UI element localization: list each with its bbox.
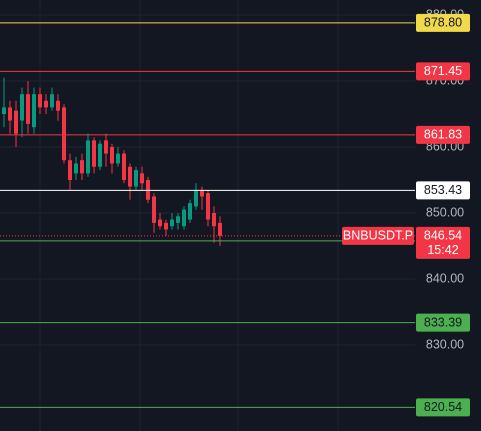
candle-body	[218, 222, 222, 236]
candle-body	[128, 166, 132, 187]
candle-body	[86, 140, 90, 174]
candle-body	[104, 140, 108, 154]
candle-body	[182, 209, 186, 227]
candle-body	[2, 107, 6, 114]
candle-body	[44, 100, 48, 108]
price-label: 853.43	[424, 183, 462, 197]
candle-body	[92, 140, 96, 167]
candle-body	[74, 163, 78, 174]
candle-body	[38, 94, 42, 108]
candle-body	[200, 189, 204, 197]
current-price-label: 846.54	[424, 229, 462, 243]
candle-body	[32, 94, 36, 128]
candle-body	[194, 189, 198, 207]
price-label: 861.83	[424, 128, 462, 142]
candle-body	[122, 153, 126, 180]
candle-body	[158, 219, 162, 227]
price-label: 878.80	[424, 16, 462, 30]
price-label-box	[416, 125, 470, 144]
price-label: 820.54	[424, 400, 462, 414]
y-tick-label: 840.00	[426, 271, 464, 285]
y-tick-label: 850.00	[426, 205, 464, 219]
candle-body	[26, 94, 30, 124]
candle-body	[50, 94, 54, 108]
candle-body	[212, 212, 216, 227]
candle-body	[176, 216, 180, 223]
candle-body	[116, 153, 120, 164]
price-label: 833.39	[424, 315, 462, 329]
candle-body	[8, 107, 12, 121]
candle-body	[68, 160, 72, 180]
candle-body	[56, 100, 60, 111]
price-label-box	[416, 313, 470, 332]
candle-body	[170, 219, 174, 227]
price-label: 871.45	[424, 64, 462, 78]
symbol-box	[342, 226, 414, 245]
countdown-label: 15:42	[427, 243, 458, 257]
price-label-box	[416, 398, 470, 417]
candle-body	[206, 193, 210, 220]
price-label-box	[416, 13, 470, 32]
candle-body	[80, 160, 84, 174]
candle-body	[140, 173, 144, 184]
candle-body	[152, 196, 156, 223]
symbol-label: BNBUSDT.P	[343, 229, 413, 243]
price-label-box	[416, 181, 470, 200]
price-label-box	[416, 62, 470, 81]
candle-body	[188, 203, 192, 220]
candle-body	[14, 110, 18, 134]
current-price-box	[416, 226, 470, 259]
y-tick-label: 830.00	[426, 337, 464, 351]
candle-body	[110, 146, 114, 164]
candle-body	[98, 143, 102, 167]
candle-body	[62, 107, 66, 161]
candle-body	[20, 94, 24, 121]
candle-body	[164, 222, 168, 230]
candle-body	[134, 170, 138, 187]
